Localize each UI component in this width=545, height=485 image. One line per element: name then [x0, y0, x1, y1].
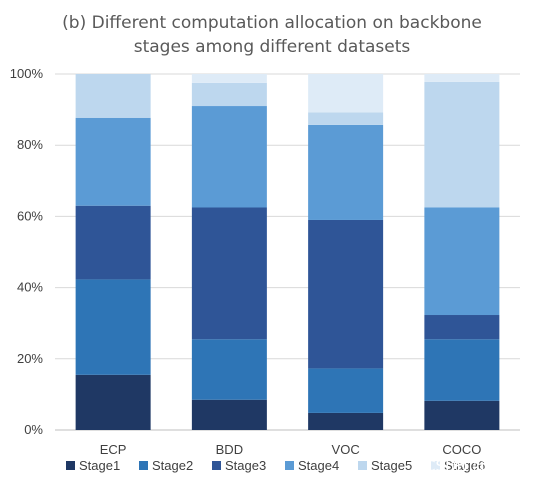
x-category-label: VOC: [332, 442, 360, 457]
legend: Stage1 Stage2 Stage3 Stage4 Stage5 Stage6: [66, 458, 485, 473]
y-tick-label: 0%: [24, 422, 43, 437]
x-axis-categories: ECP BDD VOC COCO: [100, 442, 482, 457]
bar-segment-bdd-stage2: [191, 339, 267, 400]
bar-segment-coco-stage6: [424, 74, 500, 82]
bar-segment-ecp-stage5: [75, 74, 151, 118]
bar-segment-voc-stage2: [308, 368, 384, 413]
bar-segment-voc-stage5: [308, 112, 384, 125]
legend-swatch: [431, 461, 440, 470]
bar-segment-voc-stage1: [308, 412, 384, 430]
y-tick-label: 60%: [17, 208, 43, 223]
bar-segment-bdd-stage6: [191, 74, 267, 83]
watermark: CSDN @若不不: [425, 457, 533, 475]
legend-label: Stage3: [225, 458, 266, 473]
bar-segment-ecp-stage1: [75, 374, 151, 430]
y-tick-label: 80%: [17, 137, 43, 152]
bar-segment-bdd-stage4: [191, 106, 267, 208]
x-category-label: COCO: [442, 442, 481, 457]
bar-segment-voc-stage6: [308, 74, 384, 113]
legend-swatch: [66, 461, 75, 470]
bar-segment-coco-stage2: [424, 339, 500, 401]
bar-segment-bdd-stage1: [191, 399, 267, 430]
legend-label: Stage4: [298, 458, 339, 473]
legend-label: Stage6: [444, 458, 485, 473]
y-axis-ticks: 0% 20% 40% 60% 80% 100%: [10, 66, 44, 437]
y-tick-label: 40%: [17, 280, 43, 295]
bar-segment-coco-stage1: [424, 400, 500, 430]
bar-segment-bdd-stage3: [191, 207, 267, 340]
bar-segment-ecp-stage2: [75, 279, 151, 375]
x-category-label: ECP: [100, 442, 127, 457]
legend-label: Stage5: [371, 458, 412, 473]
bar-segment-ecp-stage3: [75, 205, 151, 280]
chart-title-line-2: stages among different datasets: [134, 37, 411, 57]
bar-segment-coco-stage3: [424, 315, 500, 340]
bar-segment-ecp-stage4: [75, 117, 151, 206]
y-tick-label: 20%: [17, 351, 43, 366]
y-tick-label: 100%: [10, 66, 44, 81]
legend-swatch: [139, 461, 148, 470]
x-category-label: BDD: [216, 442, 243, 457]
bar-segment-coco-stage5: [424, 81, 500, 208]
legend-swatch: [358, 461, 367, 470]
legend-label: Stage1: [79, 458, 120, 473]
bar-segment-voc-stage4: [308, 124, 384, 220]
legend-swatch: [285, 461, 294, 470]
bar-segment-coco-stage4: [424, 207, 500, 316]
legend-label: Stage2: [152, 458, 193, 473]
legend-swatch: [212, 461, 221, 470]
bar-segment-bdd-stage5: [191, 82, 267, 107]
bar-segment-voc-stage3: [308, 219, 384, 369]
chart-title-line-1: (b) Different computation allocation on …: [62, 13, 482, 33]
bars: [75, 74, 500, 430]
